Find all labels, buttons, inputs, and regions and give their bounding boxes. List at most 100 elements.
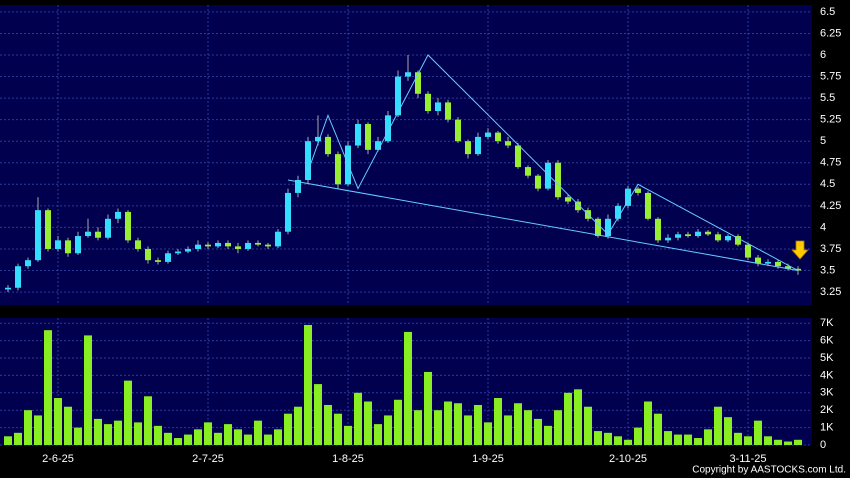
- candle-body: [705, 231, 711, 235]
- volume-bar: [564, 392, 572, 445]
- volume-bar: [24, 410, 32, 445]
- y-tick-label: 3.25: [820, 286, 841, 298]
- volume-bar: [654, 413, 662, 445]
- arrow-icon: [791, 240, 809, 260]
- candle-body: [505, 141, 511, 146]
- volume-bar: [154, 425, 162, 445]
- volume-bar: [464, 415, 472, 445]
- volume-bar: [704, 429, 712, 445]
- candle-body: [155, 260, 161, 262]
- volume-bar: [84, 335, 92, 445]
- candle-body: [755, 257, 761, 264]
- candle-body: [435, 102, 441, 112]
- trend-line: [287, 179, 799, 272]
- candle-body: [325, 136, 331, 155]
- candle-body: [105, 218, 111, 238]
- volume-bar: [204, 422, 212, 445]
- candle-body: [535, 175, 541, 189]
- candle-body: [165, 253, 171, 262]
- y-tick-label: 5: [820, 135, 826, 147]
- volume-bar: [434, 410, 442, 445]
- candle-body: [135, 240, 141, 249]
- candle-body: [795, 268, 801, 271]
- volume-bar: [274, 429, 282, 445]
- candle-body: [45, 210, 51, 249]
- x-tick-label: 2-6-25: [42, 453, 74, 465]
- volume-bar: [284, 413, 292, 445]
- candle-body: [665, 237, 671, 241]
- candle-body: [305, 141, 311, 180]
- candle-body: [395, 76, 401, 116]
- volume-bar: [424, 371, 432, 445]
- x-tick-label: 3-11-25: [729, 453, 766, 465]
- volume-bar: [634, 427, 642, 445]
- candle-body: [555, 162, 561, 198]
- volume-bar: [74, 427, 82, 445]
- candle-body: [625, 188, 631, 206]
- candle-body: [605, 218, 611, 237]
- volume-bar: [234, 429, 242, 445]
- candle-body: [295, 180, 301, 193]
- volume-bar: [664, 431, 672, 445]
- candle-body: [255, 242, 261, 245]
- volume-bar: [194, 429, 202, 445]
- volume-bar: [614, 436, 622, 445]
- candle-body: [55, 240, 61, 249]
- candle-body: [285, 192, 291, 232]
- x-tick-label: 1-9-25: [472, 453, 504, 465]
- volume-bar: [644, 401, 652, 445]
- volume-bar: [264, 434, 272, 445]
- y-tick-label: 7K: [820, 317, 834, 329]
- volume-bar: [724, 417, 732, 445]
- candle-body: [735, 236, 741, 245]
- volume-bar: [544, 425, 552, 445]
- y-tick-label: 5.5: [820, 92, 835, 104]
- candle-body: [375, 141, 381, 150]
- volume-bar: [684, 434, 692, 445]
- volume-bar: [414, 410, 422, 445]
- y-tick-label: 3.75: [820, 243, 841, 255]
- y-tick-label: 3K: [820, 387, 834, 399]
- volume-bar: [404, 331, 412, 445]
- volume-bar: [534, 418, 542, 445]
- candle-body: [125, 211, 131, 241]
- y-tick-label: 1K: [820, 422, 834, 434]
- volume-bar: [54, 398, 62, 445]
- candle-body: [315, 136, 321, 142]
- candle-body: [225, 242, 231, 247]
- volume-bar: [114, 420, 122, 445]
- candle-body: [145, 248, 151, 261]
- candle-body: [245, 242, 251, 249]
- volume-bar: [764, 436, 772, 445]
- trend-line: [307, 54, 799, 271]
- candle-body: [595, 218, 601, 237]
- volume-bar: [44, 330, 52, 445]
- candle-body: [655, 218, 661, 241]
- volume-bar: [244, 434, 252, 445]
- volume-bar: [584, 406, 592, 445]
- y-tick-label: 6.25: [820, 27, 841, 39]
- candle-body: [495, 132, 501, 142]
- volume-bar: [254, 420, 262, 445]
- candle-body: [425, 93, 431, 112]
- candle-body: [35, 210, 41, 261]
- candle-body: [515, 145, 521, 168]
- volume-bar: [334, 413, 342, 445]
- y-tick-label: 6.5: [820, 6, 835, 18]
- candle-body: [25, 260, 31, 267]
- volume-bar: [454, 403, 462, 445]
- candle-body: [365, 123, 371, 150]
- candle-body: [615, 205, 621, 219]
- volume-bar: [4, 436, 12, 445]
- candle-body: [715, 234, 721, 241]
- y-tick-label: 4.25: [820, 200, 841, 212]
- volume-bar: [514, 403, 522, 445]
- price-panel: [0, 5, 812, 305]
- candle-body: [95, 231, 101, 238]
- candle-body: [675, 234, 681, 238]
- volume-bar: [354, 392, 362, 445]
- volume-bar: [734, 432, 742, 445]
- candle-body: [335, 154, 341, 185]
- candle-body: [195, 244, 201, 249]
